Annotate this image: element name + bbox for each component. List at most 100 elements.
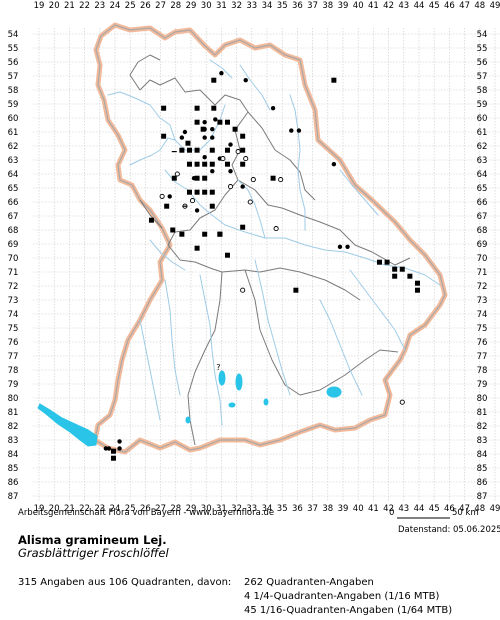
grid-labels: 19 19 20 20 21 21 22 22 23 23 24 24 25 25 26 26 27 27 28 28…	[8, 1, 500, 514]
grid-row-label-left: 64	[8, 170, 19, 180]
grid-row-label-right: 76	[477, 338, 488, 348]
grid-col-label-bottom: 47	[459, 504, 470, 514]
grid-row-label-right: 87	[477, 492, 488, 502]
sub-quadrant-record-dot	[202, 135, 207, 140]
grid-col-label-bottom: 21	[64, 504, 75, 514]
quadrant-record-square	[161, 105, 167, 111]
grid-lines	[33, 28, 500, 502]
grid-col-label-top: 23	[94, 1, 105, 11]
grid-row-label-right: 81	[477, 408, 488, 418]
grid-col-label-top: 21	[64, 1, 75, 11]
grid-col-label-top: 35	[277, 1, 288, 11]
sub-quadrant-record-dot	[337, 244, 343, 249]
sub-quadrant-record-dot	[228, 142, 233, 147]
sub-quadrant-record-dot	[210, 135, 215, 140]
grid-col-label-top: 32	[231, 1, 242, 11]
data-date: Datenstand: 05.06.2025	[398, 525, 500, 535]
grid-col-label-bottom: 26	[140, 504, 151, 514]
grid-row-label-right: 85	[477, 464, 488, 474]
quadrant-record-square	[186, 147, 192, 153]
quadrant-record-square	[202, 161, 208, 167]
grid-row-label-right: 80	[477, 394, 488, 404]
grid-row-label-right: 84	[477, 450, 488, 460]
sub-quadrant-record-dot	[202, 127, 207, 132]
lake-constance	[37, 403, 98, 447]
sub-quadrant-record-dot	[210, 127, 215, 132]
quadrant-record-square	[194, 147, 200, 153]
quadrant-record-square	[331, 77, 337, 83]
grid-row-label-right: 68	[477, 226, 488, 236]
grid-col-label-top: 44	[414, 1, 425, 11]
grid-col-label-top: 41	[368, 1, 379, 11]
grid-col-label-top: 24	[110, 1, 121, 11]
grid-col-label-top: 30	[201, 1, 212, 11]
grid-row-label-left: 56	[8, 58, 19, 68]
lake-starnberg	[235, 373, 243, 391]
grid-row-label-left: 65	[8, 184, 19, 194]
grid-col-label-bottom: 27	[155, 504, 166, 514]
historical-record-open-dot	[278, 177, 284, 183]
quadrant-record-square	[293, 287, 299, 293]
grid-row-label-left: 71	[8, 268, 19, 278]
grid-col-label-top: 49	[490, 1, 500, 11]
sub-quadrant-record-dot	[345, 244, 350, 249]
grid-row-label-left: 85	[8, 464, 19, 474]
grid-row-label-right: 62	[477, 142, 488, 152]
grid-row-label-left: 68	[8, 226, 19, 236]
quadrant-record-square	[209, 161, 215, 167]
grid-col-label-top: 40	[353, 1, 364, 11]
grid-row-label-right: 64	[477, 170, 488, 180]
sub-quadrant-record-dot	[228, 169, 233, 174]
grid-row-label-left: 67	[8, 212, 19, 222]
grid-row-label-left: 79	[8, 380, 19, 390]
grid-col-label-bottom: 30	[201, 504, 212, 514]
quadrant-record-square	[240, 161, 246, 167]
sub-quadrant-record-dot	[202, 155, 207, 160]
quadrant-record-square	[171, 175, 177, 181]
grid-row-label-left: 57	[8, 72, 19, 82]
grid-row-label-right: 65	[477, 184, 488, 194]
credit-line: Arbeitsgemeinschaft Flora von Bayern - w…	[18, 508, 275, 518]
sub-quadrant-record-dot	[243, 78, 248, 83]
grid-row-label-right: 61	[477, 128, 488, 138]
quadrant-record-square	[170, 227, 176, 233]
grid-col-label-bottom: 49	[490, 504, 500, 514]
quadrant-record-square	[232, 126, 238, 132]
grid-row-label-left: 75	[8, 324, 19, 334]
grid-row-label-left: 69	[8, 240, 19, 250]
quadrant-record-square	[240, 224, 246, 230]
grid-row-label-right: 71	[477, 268, 488, 278]
quadrant-record-square	[407, 273, 413, 279]
sub-quadrant-record-dot	[202, 120, 207, 125]
grid-col-label-bottom: 41	[368, 504, 379, 514]
grid-col-label-bottom: 48	[474, 504, 485, 514]
quadrant-record-square	[414, 280, 420, 286]
historical-record-open-dot	[240, 287, 246, 293]
quadrant-record-square	[224, 252, 230, 258]
historical-record-open-dot	[174, 171, 180, 177]
grid-row-label-right: 73	[477, 296, 488, 306]
grid-row-label-right: 57	[477, 72, 488, 82]
sub-quadrant-record-dot	[270, 106, 276, 111]
lake-forggensee	[185, 416, 191, 424]
records-summary: 315 Angaben aus 106 Quadranten, davon:	[18, 577, 232, 588]
grid-row-label-left: 82	[8, 422, 19, 432]
grid-col-label-bottom: 36	[292, 504, 303, 514]
lakes	[37, 370, 342, 447]
grid-col-label-top: 42	[383, 1, 394, 11]
grid-col-label-bottom: 44	[414, 504, 425, 514]
grid-col-label-top: 39	[338, 1, 349, 11]
grid-col-label-bottom: 24	[110, 504, 121, 514]
grid-row-label-right: 54	[477, 30, 488, 40]
occurrence-points: ?	[103, 71, 420, 461]
quadrant-record-square	[414, 287, 420, 293]
historical-record-open-dot	[250, 177, 256, 183]
grid-row-label-right: 56	[477, 58, 488, 68]
grid-row-label-left: 77	[8, 352, 19, 362]
historical-record-open-dot	[189, 198, 196, 204]
quadrant-record-square	[194, 189, 200, 195]
stat-quarter-quadrant: 4 1/4-Quadranten-Angaben (1/16 MTB)	[244, 591, 440, 602]
grid-row-label-left: 66	[8, 198, 19, 208]
grid-row-label-right: 60	[477, 114, 488, 124]
quadrant-record-square	[270, 175, 276, 181]
